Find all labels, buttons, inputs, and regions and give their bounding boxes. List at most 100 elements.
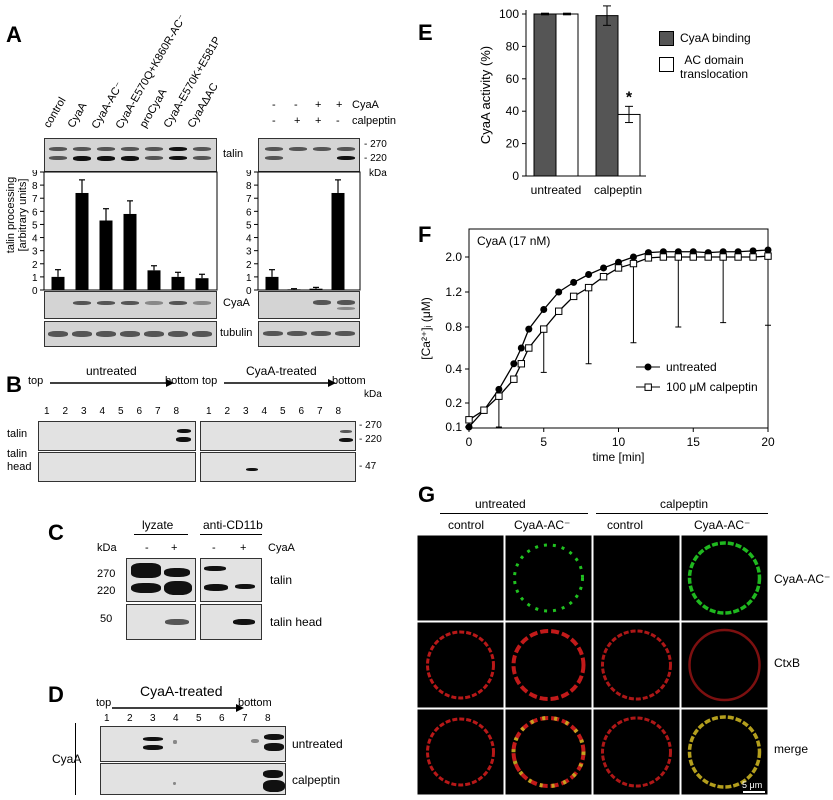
legend-line: translocation — [680, 67, 749, 81]
blot-band — [169, 147, 187, 151]
point-calpeptin — [584, 283, 593, 292]
sign: - — [294, 99, 298, 111]
panel-d-untreated-blot — [100, 726, 286, 762]
point-untreated — [585, 271, 593, 278]
kda-label: kDa — [369, 168, 387, 179]
panel-a-bar-chart: 0 0 1 1 2 2 3 3 4 4 5 5 6 6 7 7 8 8 9 9 — [32, 170, 361, 294]
point-calpeptin — [629, 259, 638, 268]
mw-270: - 270 — [364, 139, 387, 150]
blot-band — [193, 156, 211, 160]
point-calpeptin — [599, 272, 608, 281]
panel-b-treated-head-blot — [200, 452, 356, 482]
fraction-number: 6 — [219, 713, 225, 724]
panel-g-microscopy-grid — [417, 535, 769, 796]
micrograph-cell — [504, 708, 593, 796]
sign: - — [272, 115, 276, 127]
micrograph-cell — [417, 535, 505, 622]
top-label: top — [28, 375, 44, 387]
ytick-label: 40 — [506, 104, 520, 118]
talin-label: talin — [223, 148, 244, 160]
panel-d-arrow — [112, 704, 244, 712]
blot-band — [144, 331, 164, 337]
inset-label: CyaA (17 nM) — [477, 234, 550, 248]
group-untreated: untreated — [475, 497, 526, 511]
point-calpeptin — [659, 253, 668, 261]
bar-right-3 — [331, 192, 345, 290]
blot-band — [192, 331, 212, 337]
ytick-label: 4 — [32, 234, 38, 245]
blot-band — [145, 156, 163, 160]
sign: + — [315, 115, 322, 127]
series-line-1 — [468, 255, 769, 421]
blot-band — [193, 301, 211, 305]
panel-b-untreated-head-blot — [38, 452, 196, 482]
xtick-label: 0 — [466, 435, 473, 449]
legend-marker-untreated — [644, 363, 652, 371]
cell-membrane — [426, 630, 495, 700]
point-calpeptin — [719, 253, 727, 261]
sign: + — [336, 99, 343, 111]
bar-left-0 — [51, 276, 65, 290]
ytick-label: 6 — [32, 207, 38, 218]
ytick-label: 7 — [246, 194, 252, 205]
panel-a-talin-blot-left — [44, 138, 217, 172]
point-calpeptin — [749, 253, 757, 261]
bar-right-1 — [287, 289, 301, 290]
micrograph-cell — [592, 708, 681, 796]
panel-a-talin-blot-right — [258, 138, 360, 172]
blot-band — [311, 331, 331, 336]
sign: - — [336, 115, 340, 127]
legend-binding: CyaA binding — [680, 31, 751, 45]
blot-band — [73, 301, 91, 305]
ytick-label: 0 — [512, 169, 519, 183]
panel-c-lyzate-talin-blot — [126, 558, 196, 602]
sign: + — [294, 115, 301, 127]
ytick-label: 60 — [506, 72, 520, 86]
scalebar — [743, 791, 765, 793]
fraction-number: 5 — [118, 406, 124, 417]
blot-band — [337, 300, 355, 305]
top-label: top — [202, 375, 218, 387]
point-calpeptin — [517, 360, 526, 368]
ytick-label: 1 — [32, 273, 38, 284]
ytick-label: 3 — [246, 247, 252, 258]
talin-head-row-label: talin head — [7, 448, 31, 474]
cell-membrane — [511, 629, 586, 701]
mw-220: - 220 — [364, 153, 387, 164]
fraction-number: 5 — [196, 713, 202, 724]
micrograph-cell — [417, 621, 505, 709]
ytick-label: 3 — [32, 247, 38, 258]
panel-a-cyaa-blot-right — [258, 291, 360, 319]
sign: - — [272, 99, 276, 111]
row-ctxb: CtxB — [774, 656, 801, 670]
point-untreated — [495, 385, 503, 393]
ytick-label: 5 — [32, 220, 38, 231]
legend-calpeptin: 100 μM calpeptin — [666, 380, 758, 394]
cell-membrane — [511, 716, 586, 788]
blot-band — [287, 331, 307, 336]
blot-band — [169, 301, 187, 305]
legend-swatch-binding — [659, 31, 674, 46]
point-calpeptin — [540, 325, 548, 333]
y-axis-label: CyaA activity (%) — [478, 46, 493, 144]
row-merge: merge — [774, 742, 809, 756]
blot-band — [97, 156, 115, 161]
talin-head-label: talin head — [270, 615, 323, 629]
row-label-calpeptin: calpeptin — [352, 115, 397, 127]
panel-c-ip-head-blot — [200, 604, 262, 640]
point-calpeptin — [764, 252, 772, 260]
cyaa-treated-title: CyaA-treated — [140, 683, 223, 699]
point-calpeptin — [689, 253, 697, 261]
fraction-number: 3 — [243, 406, 249, 417]
point-calpeptin — [480, 406, 488, 414]
ytick-label: 0.1 — [445, 420, 462, 434]
cell-membrane — [601, 629, 672, 701]
fraction-number: 3 — [150, 713, 156, 724]
point-calpeptin — [510, 375, 518, 383]
ytick-label: 1.2 — [445, 285, 462, 299]
kda-label: kDa — [364, 389, 382, 400]
point-untreated — [525, 325, 533, 333]
blot-band — [97, 301, 115, 305]
bar-0-1 — [595, 15, 619, 177]
blot-band — [49, 147, 67, 151]
